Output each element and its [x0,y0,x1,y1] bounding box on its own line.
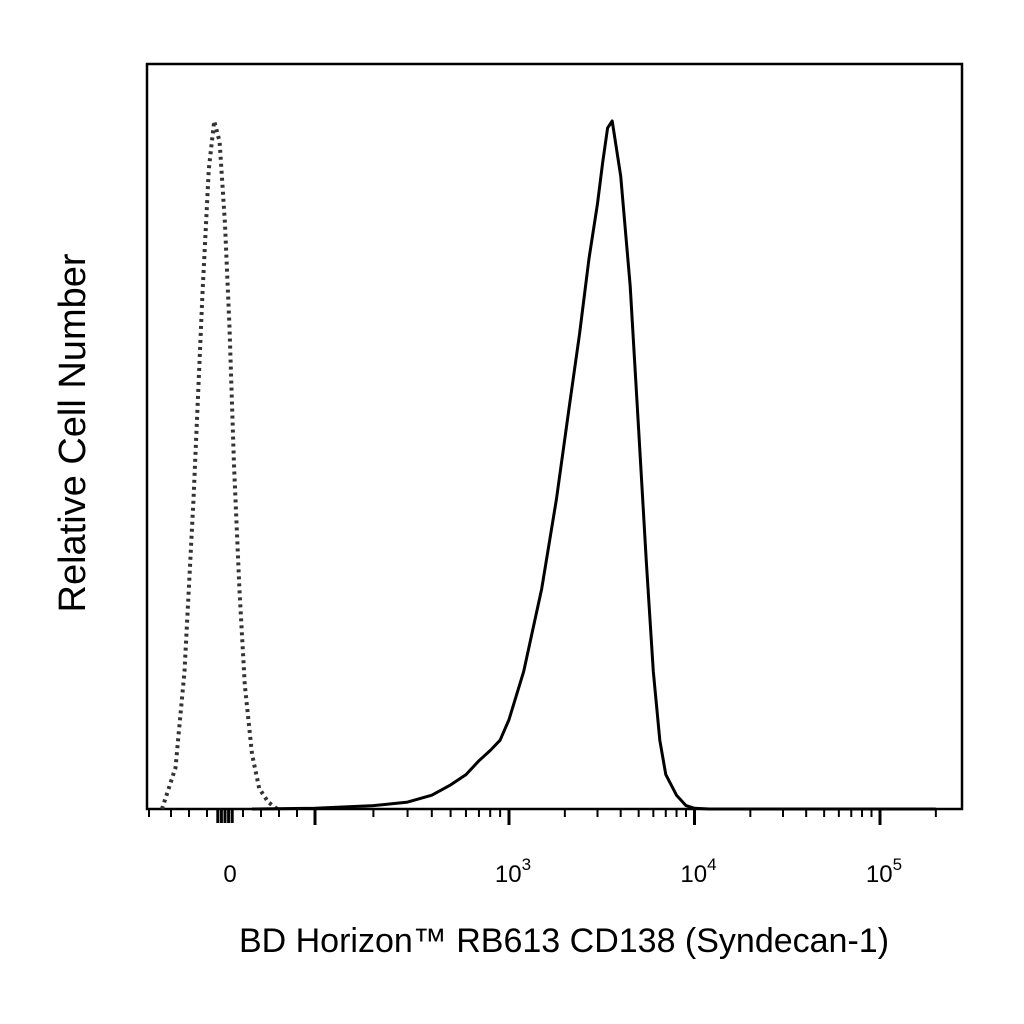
x-tick-label: 103 [495,855,531,888]
x-axis-label: BD Horizon™ RB613 CD138 (Syndecan-1) [239,922,889,960]
y-axis-label: Relative Cell Number [52,253,94,612]
x-tick-label: 0 [223,861,236,888]
x-axis-ticks [148,809,937,825]
isotype-control-curve [160,119,279,811]
x-tick-label: 105 [866,855,902,888]
histogram-series [160,119,936,811]
stained-sample-curve [251,119,936,811]
plot-frame [145,62,964,811]
x-axis-tick-labels: 0 103 104 105 [223,855,902,888]
x-tick-label: 104 [680,855,716,888]
